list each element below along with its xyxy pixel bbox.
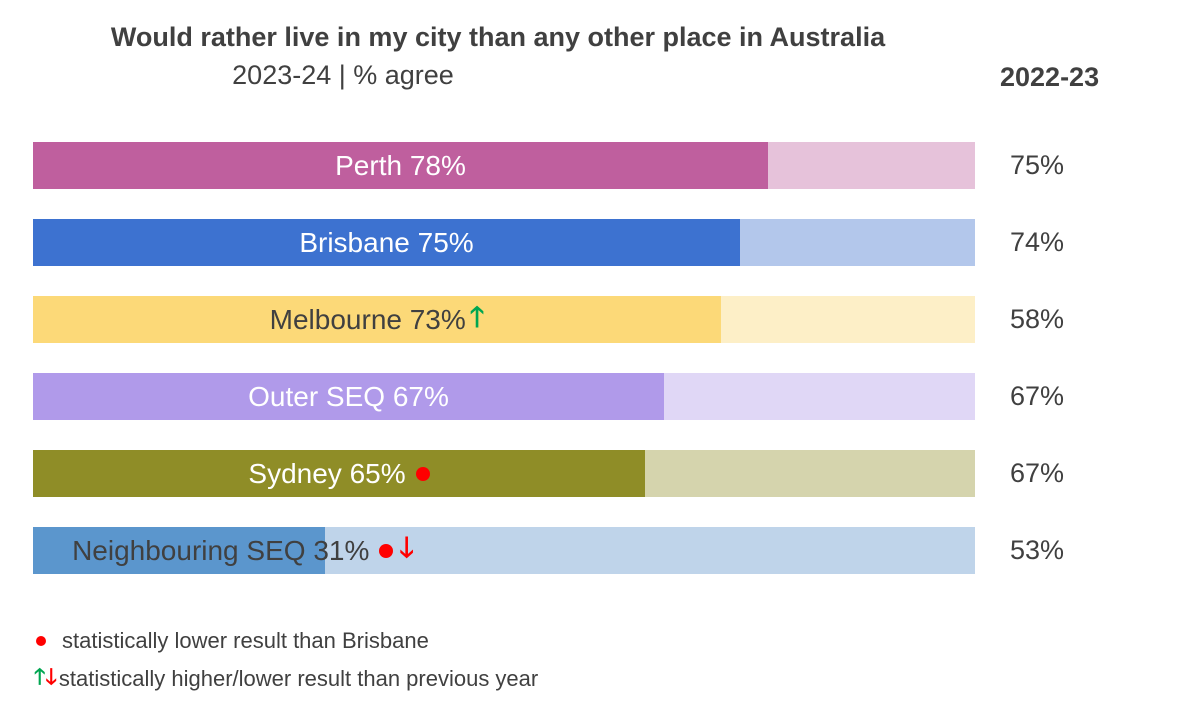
- bar-row-5: Neighbouring SEQ 31% 🡓: [33, 527, 975, 574]
- red-dot-icon: [36, 636, 46, 646]
- bar: [33, 142, 768, 189]
- chart-title: Would rather live in my city than any ot…: [110, 22, 886, 52]
- previous-year-value: 67%: [1010, 381, 1065, 411]
- arrow-up-icon: 🡑: [469, 300, 485, 332]
- previous-year-value: 74%: [1010, 227, 1065, 257]
- bar-label: Melbourne 73% 🡑: [33, 296, 721, 343]
- bar-label-text: Melbourne 73%: [269, 303, 466, 335]
- bar-label-text: Sydney 65%: [248, 457, 406, 489]
- bar-label: Sydney 65%: [33, 450, 645, 497]
- bar: [33, 373, 664, 420]
- bar-label-text: Perth 78%: [335, 149, 466, 181]
- red-dot-icon: [415, 466, 430, 481]
- legend-text: statistically higher/lower result than p…: [58, 666, 539, 691]
- bar-row-4: Sydney 65%: [33, 450, 975, 497]
- bar: [33, 450, 645, 497]
- bar-label: Outer SEQ 67%: [33, 373, 664, 420]
- bar-label: Brisbane 75%: [33, 219, 740, 266]
- bar-label: Neighbouring SEQ 31% 🡓: [33, 527, 453, 574]
- previous-year-value: 53%: [1010, 535, 1065, 565]
- legend-item-lower-than-brisbane: statistically lower result than Brisbane: [34, 628, 429, 654]
- red-dot-icon: [379, 543, 394, 558]
- bar: [33, 219, 740, 266]
- bar-label-text: Outer SEQ 67%: [248, 380, 449, 412]
- arrow-down-icon: 🡓: [399, 531, 414, 563]
- bar-row-2: Melbourne 73% 🡑: [33, 296, 975, 343]
- chart-subtitle: 2023-24 | % agree: [232, 60, 454, 90]
- legend-item-vs-previous-year: 🡑 🡓 statistically higher/lower result th…: [34, 660, 538, 698]
- arrow-down-icon: 🡓: [45, 664, 57, 689]
- legend-text: statistically lower result than Brisbane: [62, 628, 429, 653]
- bar-label: Perth 78%: [33, 142, 768, 189]
- bar-row-0: Perth 78%: [33, 142, 975, 189]
- bar-row-1: Brisbane 75%: [33, 219, 975, 266]
- previous-year-header: 2022-23: [1000, 62, 1100, 92]
- bar: [33, 296, 721, 343]
- previous-year-value: 75%: [1010, 150, 1065, 180]
- bar: [33, 527, 325, 574]
- bar-row-3: Outer SEQ 67%: [33, 373, 975, 420]
- previous-year-value: 58%: [1010, 304, 1065, 334]
- arrow-up-icon: 🡑: [34, 664, 46, 689]
- bar-label-text: Neighbouring SEQ 31%: [72, 534, 370, 566]
- bar-label-text: Brisbane 75%: [299, 226, 474, 258]
- previous-year-value: 67%: [1010, 458, 1065, 488]
